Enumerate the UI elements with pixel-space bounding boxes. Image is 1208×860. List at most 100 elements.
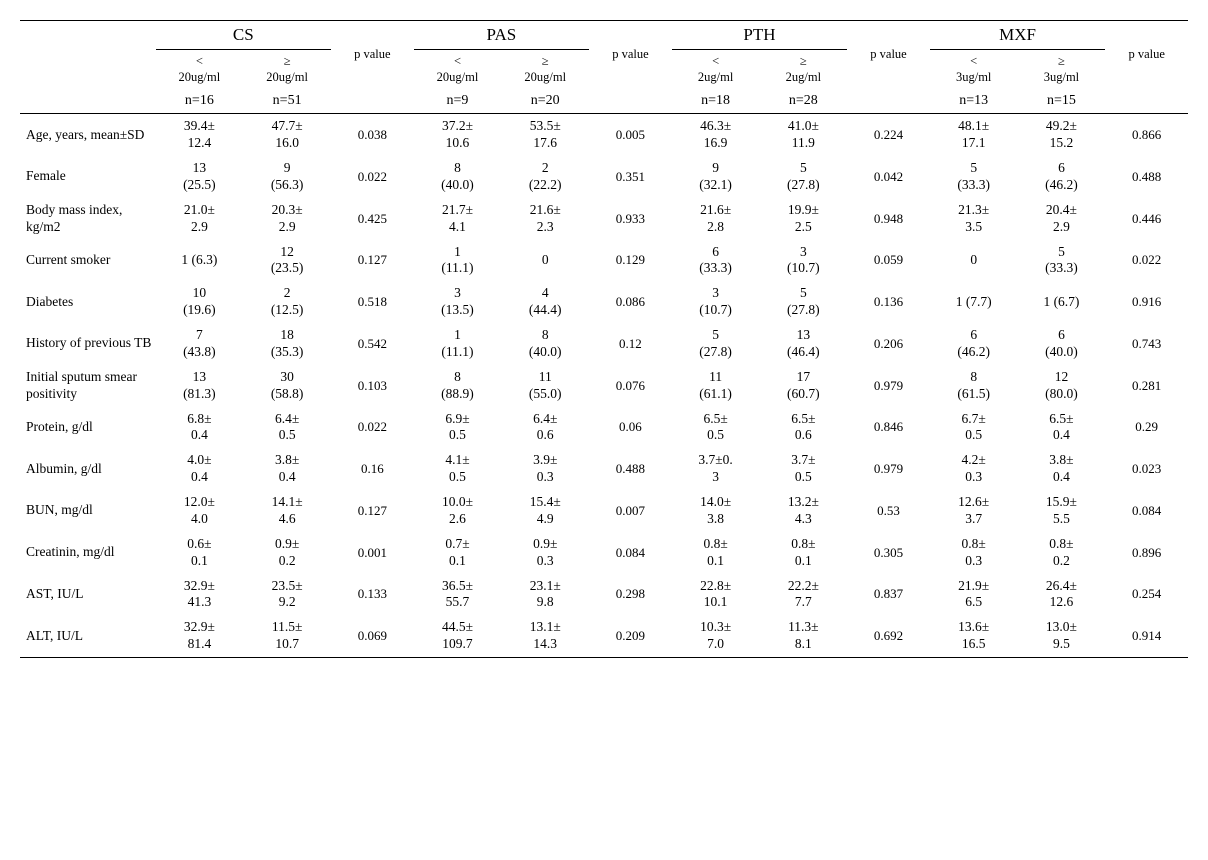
value-cell: 15.9±5.5: [1018, 490, 1106, 532]
threshold-lt: <20ug/ml: [156, 50, 244, 90]
threshold-lt: <20ug/ml: [414, 50, 502, 90]
pvalue-cell: 0.53: [847, 490, 930, 532]
value-cell: 0.6±0.1: [156, 532, 244, 574]
pvalue-cell: 0.129: [589, 240, 672, 282]
value-cell: 37.2±10.6: [414, 114, 502, 156]
value-cell: 11(55.0): [501, 365, 589, 407]
n-value: n=28: [759, 89, 847, 114]
value-cell: 46.3±16.9: [672, 114, 760, 156]
value-cell: 12.0±4.0: [156, 490, 244, 532]
value-cell: 44.5±109.7: [414, 615, 502, 657]
value-cell: 3(13.5): [414, 281, 502, 323]
value-cell: 6(46.2): [1018, 156, 1106, 198]
value-cell: 0.9±0.2: [243, 532, 331, 574]
value-cell: 1(11.1): [414, 240, 502, 282]
row-label: Current smoker: [20, 240, 156, 282]
pvalue-cell: 0.103: [331, 365, 414, 407]
value-cell: 10(19.6): [156, 281, 244, 323]
n-value: n=16: [156, 89, 244, 114]
group-header-mxf: MXF: [930, 21, 1106, 50]
value-cell: 11.5±10.7: [243, 615, 331, 657]
threshold-ge: ≥3ug/ml: [1018, 50, 1106, 90]
value-cell: 21.0±2.9: [156, 198, 244, 240]
threshold-ge: ≥20ug/ml: [243, 50, 331, 90]
row-label: ALT, IU/L: [20, 615, 156, 657]
n-value: n=18: [672, 89, 760, 114]
table-row: AST, IU/L32.9±41.323.5±9.20.13336.5±55.7…: [20, 574, 1188, 616]
pvalue-cell: 0.007: [589, 490, 672, 532]
threshold-ge: ≥20ug/ml: [501, 50, 589, 90]
value-cell: 36.5±55.7: [414, 574, 502, 616]
value-cell: 6(40.0): [1018, 323, 1106, 365]
pvalue-cell: 0.086: [589, 281, 672, 323]
pvalue-cell: 0.224: [847, 114, 930, 156]
value-cell: 6.7±0.5: [930, 407, 1018, 449]
table-row: BUN, mg/dl12.0±4.014.1±4.60.12710.0±2.61…: [20, 490, 1188, 532]
pvalue-header: p value: [1105, 21, 1188, 90]
value-cell: 49.2±15.2: [1018, 114, 1106, 156]
pvalue-cell: 0.084: [1105, 490, 1188, 532]
row-label: Creatinin, mg/dl: [20, 532, 156, 574]
value-cell: 15.4±4.9: [501, 490, 589, 532]
value-cell: 26.4±12.6: [1018, 574, 1106, 616]
table-row: History of previous TB7(43.8)18(35.3)0.5…: [20, 323, 1188, 365]
value-cell: 11(61.1): [672, 365, 760, 407]
table-row: Current smoker1 (6.3)12(23.5)0.1271(11.1…: [20, 240, 1188, 282]
pvalue-cell: 0.16: [331, 448, 414, 490]
n-value: n=15: [1018, 89, 1106, 114]
pvalue-cell: 0.136: [847, 281, 930, 323]
value-cell: 8(61.5): [930, 365, 1018, 407]
value-cell: 1 (7.7): [930, 281, 1018, 323]
value-cell: 13(81.3): [156, 365, 244, 407]
value-cell: 13.2±4.3: [759, 490, 847, 532]
pvalue-cell: 0.298: [589, 574, 672, 616]
pvalue-cell: 0.022: [1105, 240, 1188, 282]
pvalue-cell: 0.866: [1105, 114, 1188, 156]
value-cell: 13(46.4): [759, 323, 847, 365]
value-cell: 3.8±0.4: [1018, 448, 1106, 490]
pvalue-cell: 0.305: [847, 532, 930, 574]
value-cell: 4(44.4): [501, 281, 589, 323]
value-cell: 17(60.7): [759, 365, 847, 407]
value-cell: 8(88.9): [414, 365, 502, 407]
table-row: Diabetes10(19.6)2(12.5)0.5183(13.5)4(44.…: [20, 281, 1188, 323]
value-cell: 10.0±2.6: [414, 490, 502, 532]
value-cell: 30(58.8): [243, 365, 331, 407]
threshold-lt: <2ug/ml: [672, 50, 760, 90]
pvalue-cell: 0.005: [589, 114, 672, 156]
row-label: Protein, g/dl: [20, 407, 156, 449]
group-header-pth: PTH: [672, 21, 848, 50]
pvalue-cell: 0.914: [1105, 615, 1188, 657]
n-value: n=13: [930, 89, 1018, 114]
value-cell: 12.6±3.7: [930, 490, 1018, 532]
group-header-cs: CS: [156, 21, 332, 50]
row-label: Albumin, g/dl: [20, 448, 156, 490]
value-cell: 21.9±6.5: [930, 574, 1018, 616]
pvalue-cell: 0.281: [1105, 365, 1188, 407]
value-cell: 32.9±81.4: [156, 615, 244, 657]
n-value: n=9: [414, 89, 502, 114]
value-cell: 13.6±16.5: [930, 615, 1018, 657]
table-row: Albumin, g/dl4.0±0.43.8±0.40.164.1±0.53.…: [20, 448, 1188, 490]
value-cell: 0.8±0.1: [759, 532, 847, 574]
pvalue-cell: 0.001: [331, 532, 414, 574]
table-row: Protein, g/dl6.8±0.46.4±0.50.0226.9±0.56…: [20, 407, 1188, 449]
table-row: Age, years, mean±SD39.4±12.447.7±16.00.0…: [20, 114, 1188, 156]
pvalue-cell: 0.209: [589, 615, 672, 657]
pvalue-cell: 0.059: [847, 240, 930, 282]
row-label: Diabetes: [20, 281, 156, 323]
value-cell: 8(40.0): [501, 323, 589, 365]
value-cell: 0: [501, 240, 589, 282]
pvalue-cell: 0.133: [331, 574, 414, 616]
pvalue-cell: 0.069: [331, 615, 414, 657]
value-cell: 1 (6.3): [156, 240, 244, 282]
value-cell: 6(46.2): [930, 323, 1018, 365]
table-row: Initial sputum smear positivity13(81.3)3…: [20, 365, 1188, 407]
value-cell: 9(56.3): [243, 156, 331, 198]
value-cell: 5(27.8): [759, 156, 847, 198]
table-row: ALT, IU/L32.9±81.411.5±10.70.06944.5±109…: [20, 615, 1188, 657]
pvalue-cell: 0.206: [847, 323, 930, 365]
value-cell: 6(33.3): [672, 240, 760, 282]
value-cell: 18(35.3): [243, 323, 331, 365]
value-cell: 0.7±0.1: [414, 532, 502, 574]
